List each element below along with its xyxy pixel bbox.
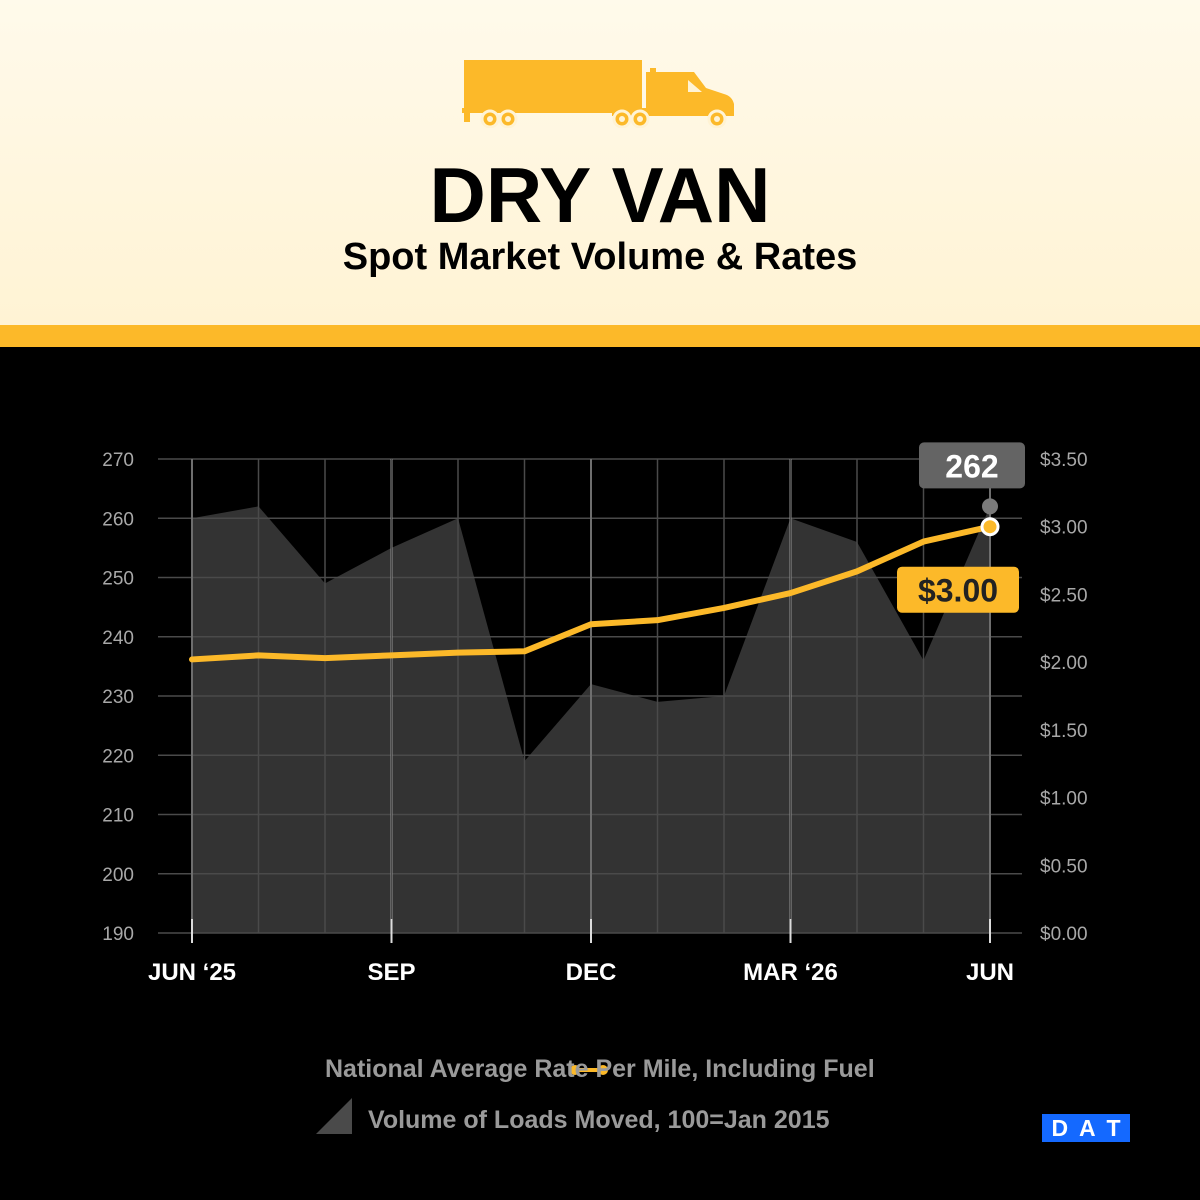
x-tick-label: DEC [566, 959, 617, 986]
rate-line [189, 523, 993, 663]
logo-letter-t: T [1106, 1114, 1121, 1141]
right-tick-label: $2.00 [1040, 653, 1088, 674]
x-tick-label: MAR ‘26 [743, 959, 838, 986]
volume-end-point [982, 498, 998, 515]
rate-callout-box [897, 566, 1019, 613]
right-tick-label: $1.50 [1040, 721, 1088, 742]
left-tick-label: 240 [102, 628, 134, 649]
right-tick-label: $3.00 [1040, 518, 1088, 539]
legend-line-label: National Average Rate Per Mile, Includin… [325, 1055, 875, 1083]
chart: 270 260 250 240 230 220 210 200 190 $3.50 $3.00 $2.… [102, 442, 1088, 986]
dat-logo: D A T [1042, 1114, 1130, 1142]
x-tick-label: SEP [367, 959, 415, 986]
left-tick-label: 260 [102, 509, 134, 530]
left-tick-label: 200 [102, 865, 134, 886]
left-tick-label: 220 [102, 746, 134, 767]
left-tick-label: 250 [102, 569, 134, 590]
page-subtitle: Spot Market Volume & Rates [342, 236, 858, 278]
volume-callout-box [919, 442, 1025, 489]
accent-stripe [0, 325, 1200, 347]
logo-letter-d: D [1051, 1114, 1069, 1141]
legend-area-label: Volume of Loads Moved, 100=Jan 2015 [368, 1106, 830, 1134]
left-tick-label: 230 [102, 687, 134, 708]
right-tick-label: $0.00 [1040, 924, 1088, 945]
x-tick-label: JUN ‘25 [148, 959, 236, 986]
volume-callout-label: 262 [945, 448, 998, 484]
right-tick-label: $2.50 [1040, 585, 1088, 606]
page-title: DRY VAN [429, 151, 771, 239]
x-tick-label: JUN [966, 959, 1014, 986]
rate-callout-label: $3.00 [918, 573, 998, 609]
logo-letter-a: A [1078, 1114, 1096, 1141]
left-tick-label: 210 [102, 806, 134, 827]
rate-end-point [980, 517, 1000, 537]
legend-area-marker [316, 1098, 352, 1134]
right-tick-label: $3.50 [1040, 450, 1088, 471]
left-tick-label: 270 [102, 450, 134, 471]
legend-line-marker [570, 1065, 608, 1075]
right-tick-label: $1.00 [1040, 789, 1088, 810]
left-tick-label: 190 [102, 924, 134, 945]
header-panel [0, 0, 1200, 325]
truck-icon [462, 60, 734, 128]
right-tick-label: $0.50 [1040, 856, 1088, 877]
